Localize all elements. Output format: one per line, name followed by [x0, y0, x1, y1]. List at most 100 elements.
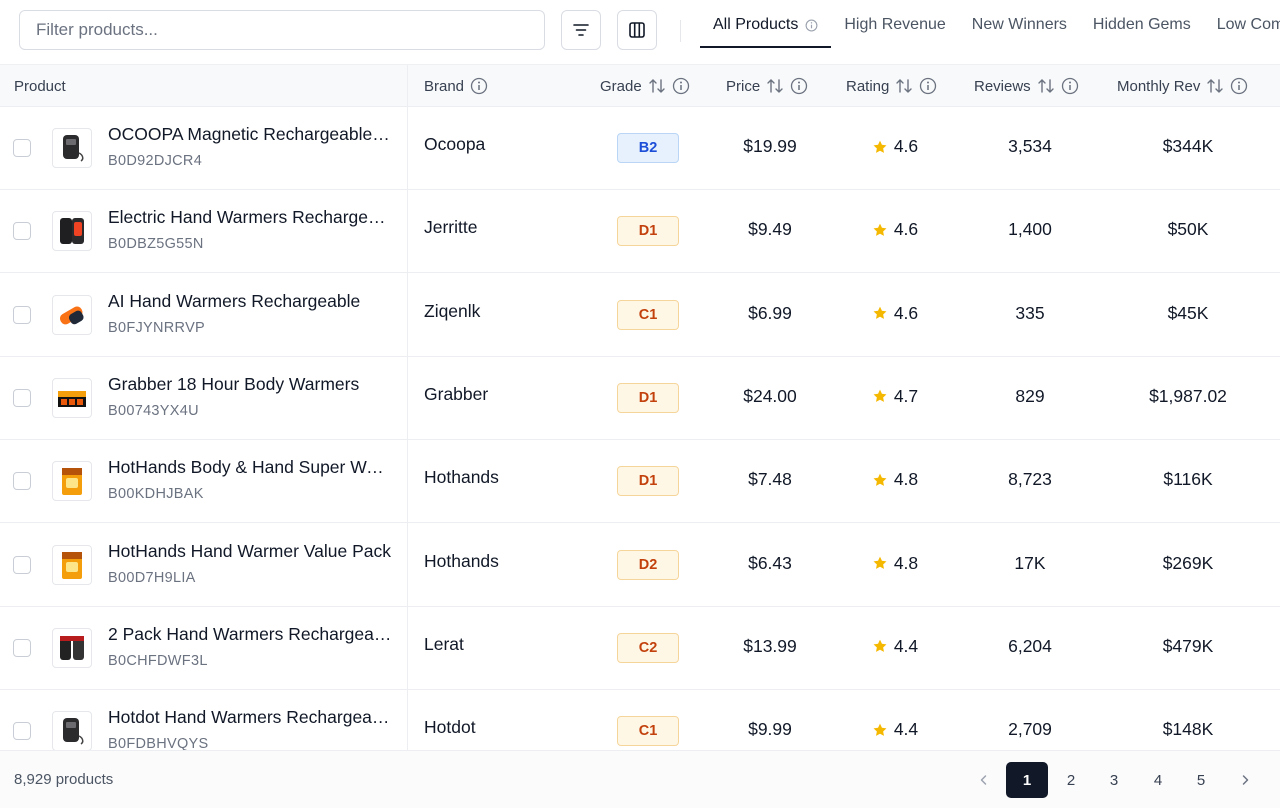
- table-row[interactable]: HotHands Body & Hand Super Warmers B00KDH…: [0, 440, 1280, 524]
- column-header-brand[interactable]: Brand: [424, 65, 488, 107]
- product-name[interactable]: Hotdot Hand Warmers Rechargeable: [108, 707, 393, 728]
- table-footer: 8,929 products 1 2 3 4 5: [0, 750, 1280, 808]
- tab-new-winners[interactable]: New Winners: [971, 16, 1067, 33]
- info-icon[interactable]: [1061, 77, 1079, 95]
- table-row[interactable]: AI Hand Warmers Rechargeable B0FJYNRRVP Zi…: [0, 273, 1280, 357]
- page-button-4[interactable]: 4: [1153, 771, 1163, 789]
- product-price: $6.99: [748, 302, 792, 323]
- column-header-monthly-rev[interactable]: Monthly Rev: [1117, 65, 1248, 107]
- info-icon[interactable]: [805, 19, 818, 32]
- sort-icon[interactable]: [1037, 77, 1055, 95]
- warmer-packet-icon[interactable]: [52, 461, 92, 502]
- table-row[interactable]: OCOOPA Magnetic Rechargeable Hand Warmer…: [0, 107, 1280, 190]
- table-row[interactable]: HotHands Hand Warmer Value Pack B00D7H9LI…: [0, 523, 1280, 607]
- product-rating: 4.4: [845, 636, 945, 657]
- product-name[interactable]: Electric Hand Warmers Rechargeable: [108, 207, 393, 228]
- row-checkbox[interactable]: [13, 305, 31, 324]
- column-header-grade[interactable]: Grade: [600, 65, 690, 107]
- sort-icon[interactable]: [1206, 77, 1224, 95]
- next-page-button[interactable]: [1225, 762, 1265, 798]
- table-row[interactable]: 2 Pack Hand Warmers Rechargeable B0CHFDWF…: [0, 606, 1280, 690]
- red-hand-warmer-icon[interactable]: [52, 211, 92, 252]
- filter-products-input[interactable]: [19, 10, 545, 50]
- product-price: $6.43: [748, 552, 792, 573]
- product-reviews: 3,534: [1008, 136, 1052, 156]
- columns-button[interactable]: [617, 10, 657, 50]
- row-checkbox[interactable]: [13, 388, 31, 407]
- product-name[interactable]: HotHands Body & Hand Super Warmers: [108, 457, 393, 478]
- grade-badge: B2: [617, 133, 679, 163]
- sort-icon[interactable]: [648, 77, 666, 95]
- table-row[interactable]: Grabber 18 Hour Body Warmers B00743YX4U Gr…: [0, 356, 1280, 440]
- warmer-box-icon[interactable]: [52, 377, 92, 418]
- product-asin: B00KDHJBAK: [108, 486, 204, 503]
- product-asin: B0DBZ5G55N: [108, 236, 204, 253]
- column-header-product[interactable]: Product: [14, 77, 66, 95]
- warmer-packet-icon[interactable]: [52, 544, 92, 585]
- product-brand: Lerat: [424, 633, 464, 654]
- info-icon[interactable]: [790, 77, 808, 95]
- page-button-5[interactable]: 5: [1196, 771, 1206, 789]
- page-button-2[interactable]: 2: [1066, 771, 1076, 789]
- product-name[interactable]: 2 Pack Hand Warmers Rechargeable: [108, 623, 393, 644]
- row-checkbox[interactable]: [13, 222, 31, 241]
- product-rating: 4.6: [845, 303, 945, 324]
- rating-value: 4.6: [893, 136, 919, 156]
- product-name[interactable]: OCOOPA Magnetic Rechargeable Hand Warmer…: [108, 124, 393, 144]
- product-price: $9.49: [748, 219, 792, 240]
- row-checkbox[interactable]: [13, 722, 31, 741]
- row-checkbox[interactable]: [13, 555, 31, 574]
- column-header-rating[interactable]: Rating: [846, 65, 937, 107]
- black-hand-warmer-icon[interactable]: [52, 711, 92, 750]
- product-monthly-rev: $269K: [1162, 552, 1214, 573]
- rating-value: 4.8: [893, 552, 919, 573]
- filter-button[interactable]: [561, 10, 601, 50]
- product-brand: Hotdot: [424, 717, 476, 738]
- product-reviews: 8,723: [1008, 469, 1052, 490]
- star-icon: [873, 223, 887, 236]
- row-checkbox[interactable]: [13, 472, 31, 491]
- sort-icon[interactable]: [766, 77, 784, 95]
- products-table: Product Brand Grade Price Rating Reviews: [0, 64, 1280, 750]
- rating-value: 4.4: [893, 719, 919, 740]
- rating-value: 4.6: [893, 219, 919, 240]
- toolbar-divider: [680, 20, 681, 42]
- tab-hidden-gems[interactable]: Hidden Gems: [1092, 16, 1191, 33]
- info-icon[interactable]: [672, 77, 690, 95]
- info-icon[interactable]: [470, 77, 488, 95]
- product-rating: 4.8: [845, 553, 945, 574]
- table-row[interactable]: Hotdot Hand Warmers Rechargeable B0FDBHVQ…: [0, 690, 1280, 750]
- product-rating: 4.6: [845, 136, 945, 157]
- filter-icon: [573, 24, 589, 36]
- black-hand-warmer-icon[interactable]: [52, 128, 92, 168]
- product-name[interactable]: AI Hand Warmers Rechargeable: [108, 290, 361, 311]
- table-row[interactable]: Electric Hand Warmers Rechargeable B0DBZ5…: [0, 190, 1280, 274]
- product-monthly-rev: $479K: [1162, 635, 1214, 656]
- product-price: $7.48: [748, 469, 792, 490]
- column-header-price[interactable]: Price: [726, 65, 808, 107]
- product-monthly-rev: $45K: [1167, 302, 1209, 323]
- star-icon: [873, 140, 887, 153]
- row-checkbox[interactable]: [13, 139, 31, 157]
- sort-icon[interactable]: [895, 77, 913, 95]
- info-icon[interactable]: [1230, 77, 1248, 95]
- info-icon[interactable]: [919, 77, 937, 95]
- row-checkbox[interactable]: [13, 638, 31, 657]
- orange-hand-warmer-icon[interactable]: [52, 294, 92, 335]
- tab-low-competition[interactable]: Low Competition: [1216, 16, 1280, 33]
- grade-badge: C2: [617, 632, 679, 663]
- page-button-1[interactable]: 1: [1006, 762, 1048, 798]
- product-rating: 4.6: [845, 219, 945, 240]
- product-asin: B0FJYNRRVP: [108, 319, 206, 336]
- product-monthly-rev: $116K: [1163, 469, 1213, 490]
- tab-all-products[interactable]: All Products: [700, 0, 832, 50]
- tab-high-revenue[interactable]: High Revenue: [844, 16, 946, 33]
- prev-page-button[interactable]: [964, 762, 1004, 798]
- grade-badge: D1: [617, 466, 679, 497]
- black-hand-warmer-pair-icon[interactable]: [52, 627, 92, 668]
- product-name[interactable]: HotHands Hand Warmer Value Pack: [108, 540, 392, 561]
- product-name[interactable]: Grabber 18 Hour Body Warmers: [108, 373, 360, 394]
- column-header-reviews[interactable]: Reviews: [974, 65, 1079, 107]
- page-button-3[interactable]: 3: [1109, 771, 1119, 789]
- grade-badge: D1: [617, 382, 679, 413]
